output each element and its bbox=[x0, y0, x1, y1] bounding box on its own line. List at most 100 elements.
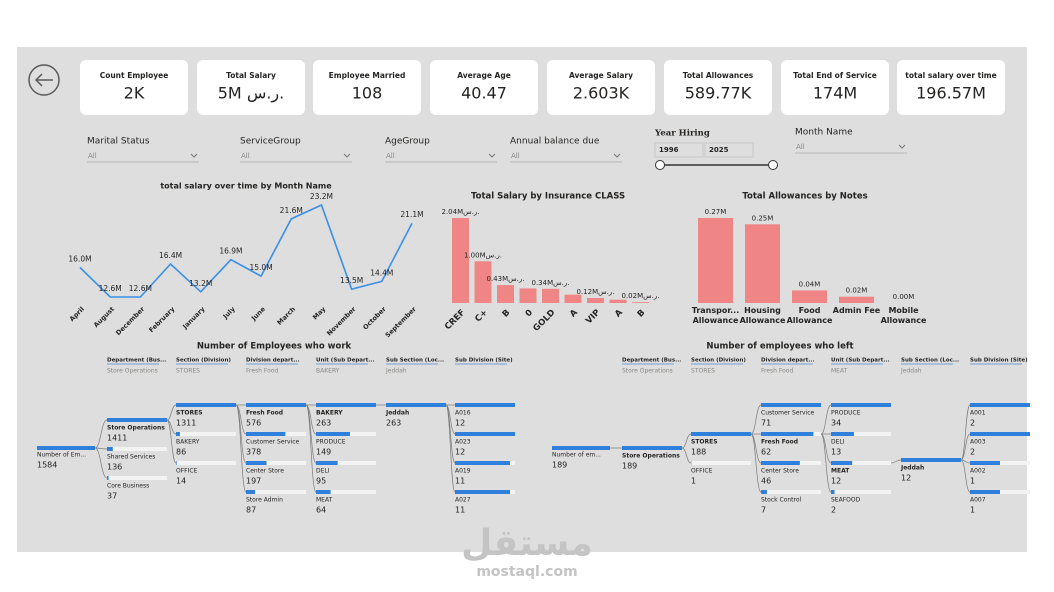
slicer-value[interactable]: All bbox=[796, 143, 805, 151]
year-box[interactable] bbox=[654, 142, 704, 158]
node-value[interactable]: 71 bbox=[761, 419, 771, 428]
node-value[interactable]: 11 bbox=[455, 506, 465, 515]
node-label[interactable]: A002 bbox=[970, 468, 986, 475]
node-label[interactable]: STORES bbox=[176, 410, 203, 417]
node-value[interactable]: 2 bbox=[970, 419, 975, 428]
node-value[interactable]: 87 bbox=[246, 506, 256, 515]
slicer[interactable]: Marital Status All bbox=[87, 137, 199, 163]
node-value[interactable]: 62 bbox=[761, 448, 771, 457]
node-label[interactable]: Center Store bbox=[246, 468, 284, 475]
node-label[interactable]: Shared Services bbox=[107, 454, 155, 461]
node-label[interactable]: Store Operations bbox=[622, 453, 680, 460]
node-label[interactable]: MEAT bbox=[831, 468, 850, 475]
back-arrow[interactable] bbox=[34, 73, 53, 87]
node-label[interactable]: SEAFOOD bbox=[831, 497, 861, 504]
slider-handle[interactable] bbox=[655, 160, 665, 170]
node-value[interactable]: 95 bbox=[316, 477, 326, 486]
tree-header[interactable]: Sub Division (Site) bbox=[970, 358, 1028, 364]
node-value[interactable]: 13 bbox=[831, 448, 841, 457]
slicer-value[interactable]: All bbox=[386, 152, 395, 160]
slicer-value[interactable]: All bbox=[511, 152, 520, 160]
node-label[interactable]: STORES bbox=[691, 439, 718, 446]
node-label[interactable]: Jeddah bbox=[900, 465, 924, 472]
node-value[interactable]: 2 bbox=[970, 448, 975, 457]
tree-header[interactable]: Department (Bus... bbox=[107, 358, 166, 364]
node-value[interactable]: 34 bbox=[831, 419, 841, 428]
slicer-label[interactable]: AgeGroup bbox=[385, 137, 430, 147]
node-label[interactable]: Customer Service bbox=[246, 439, 300, 446]
slider-handle[interactable] bbox=[768, 160, 778, 170]
slicer-chevron[interactable] bbox=[898, 144, 906, 149]
node-label[interactable]: BAKERY bbox=[316, 410, 343, 417]
node-label[interactable]: OFFICE bbox=[176, 468, 198, 475]
node-value[interactable]: 2 bbox=[831, 506, 836, 515]
year-to[interactable]: 2025 bbox=[709, 146, 729, 154]
tree-header[interactable]: Unit (Sub Depart... bbox=[831, 358, 890, 364]
slicer-label[interactable]: Annual balance due bbox=[510, 137, 600, 147]
node-label[interactable]: PRODUCE bbox=[831, 410, 861, 417]
node-label[interactable]: A001 bbox=[970, 410, 986, 417]
year-from[interactable]: 1996 bbox=[659, 146, 679, 154]
year-slicer[interactable]: Year Hiring 1996 2025 bbox=[654, 129, 778, 170]
node-value[interactable]: 576 bbox=[246, 419, 261, 428]
node-label[interactable]: Jeddah bbox=[385, 410, 409, 417]
slicer-chevron[interactable] bbox=[488, 153, 496, 158]
node-value[interactable]: 11 bbox=[455, 477, 465, 486]
node-label[interactable]: DELI bbox=[831, 439, 845, 446]
node-label[interactable]: Center Store bbox=[761, 468, 799, 475]
tree-header[interactable]: Section (Division) bbox=[176, 358, 231, 364]
slicer[interactable]: ServiceGroup All bbox=[240, 137, 352, 163]
slicer[interactable]: Month Name All bbox=[795, 128, 907, 154]
node-value[interactable]: 86 bbox=[176, 448, 186, 457]
node-value[interactable]: 149 bbox=[316, 448, 331, 457]
node-value[interactable]: 12 bbox=[901, 474, 911, 483]
tree-header[interactable]: Division depart... bbox=[761, 358, 815, 364]
node-value[interactable]: 263 bbox=[316, 419, 331, 428]
node-value[interactable]: 14 bbox=[176, 477, 186, 486]
node-value[interactable]: 1 bbox=[691, 477, 696, 486]
node-value[interactable]: 37 bbox=[107, 492, 117, 501]
node-label[interactable]: Stock Control bbox=[761, 497, 802, 504]
node-label[interactable]: A007 bbox=[970, 497, 986, 504]
node-label[interactable]: A016 bbox=[455, 410, 471, 417]
slicer-label[interactable]: Month Name bbox=[795, 128, 853, 138]
node-value[interactable]: 46 bbox=[761, 477, 771, 486]
node-value[interactable]: 7 bbox=[761, 506, 766, 515]
tree-header[interactable]: Division depart... bbox=[246, 358, 300, 364]
node-value[interactable]: 189 bbox=[552, 461, 567, 470]
slicer[interactable]: Annual balance due All bbox=[510, 137, 622, 163]
node-value[interactable]: 64 bbox=[316, 506, 326, 515]
node-label[interactable]: A003 bbox=[970, 439, 986, 446]
slicer-value[interactable]: All bbox=[241, 152, 250, 160]
slicer-chevron[interactable] bbox=[613, 153, 621, 158]
node-value[interactable]: 188 bbox=[691, 448, 706, 457]
tree-header[interactable]: Sub Section (Loc... bbox=[901, 358, 959, 364]
node-value[interactable]: 1311 bbox=[176, 419, 196, 428]
node-label[interactable]: OFFICE bbox=[691, 468, 713, 475]
node-value[interactable]: 1 bbox=[970, 477, 975, 486]
year-box[interactable] bbox=[704, 142, 754, 158]
node-label[interactable]: Number of Em... bbox=[37, 452, 86, 459]
node-label[interactable]: PRODUCE bbox=[316, 439, 346, 446]
tree-header[interactable]: Unit (Sub Depart... bbox=[316, 358, 375, 364]
slicer-value[interactable]: All bbox=[88, 152, 97, 160]
node-value[interactable]: 12 bbox=[455, 448, 465, 457]
node-value[interactable]: 1 bbox=[970, 506, 975, 515]
node-label[interactable]: Fresh Food bbox=[246, 410, 283, 417]
node-label[interactable]: BAKERY bbox=[176, 439, 200, 446]
node-value[interactable]: 378 bbox=[246, 448, 261, 457]
node-label[interactable]: Store Operations bbox=[107, 425, 165, 432]
node-label[interactable]: Store Admin bbox=[246, 497, 283, 504]
node-label[interactable]: Number of em... bbox=[552, 452, 601, 459]
node-value[interactable]: 263 bbox=[386, 419, 401, 428]
slicer-label[interactable]: Marital Status bbox=[87, 137, 150, 147]
tree-header[interactable]: Sub Section (Loc... bbox=[386, 358, 444, 364]
node-value[interactable]: 1584 bbox=[37, 461, 57, 470]
node-value[interactable]: 12 bbox=[455, 419, 465, 428]
tree-header[interactable]: Section (Division) bbox=[691, 358, 746, 364]
node-value[interactable]: 189 bbox=[622, 462, 637, 471]
node-label[interactable]: A019 bbox=[455, 468, 471, 475]
node-label[interactable]: Customer Service bbox=[761, 410, 815, 417]
back-circle[interactable] bbox=[28, 64, 60, 96]
slicer-chevron[interactable] bbox=[343, 153, 351, 158]
